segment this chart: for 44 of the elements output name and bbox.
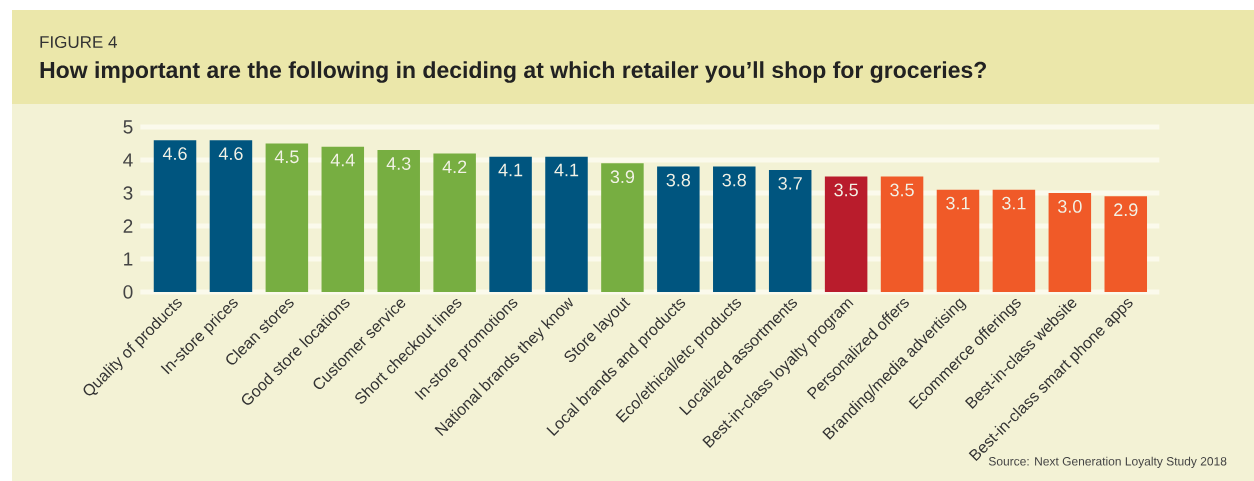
data-label: 3.5: [834, 183, 858, 197]
data-label: 4.6: [162, 147, 187, 161]
bar: [768, 169, 812, 292]
data-label: 4.3: [386, 157, 411, 170]
bar: [936, 189, 980, 292]
data-label: 3.0: [1058, 200, 1082, 213]
y-tick-label: 0: [123, 285, 133, 299]
bar: [321, 146, 365, 292]
data-label: 2.9: [1114, 203, 1138, 217]
bar: [880, 176, 924, 292]
y-tick-label: 5: [123, 120, 133, 134]
y-tick-label: 2: [123, 219, 133, 233]
bar: [824, 176, 868, 292]
data-label: 3.1: [1002, 196, 1026, 210]
bar: [1104, 196, 1148, 292]
bar: [153, 140, 197, 292]
data-label: 4.1: [554, 163, 579, 177]
data-label: 4.4: [330, 153, 355, 167]
data-label: 3.5: [890, 183, 914, 197]
bar: [489, 156, 532, 292]
chart-title: How important are the following in deciding at which retailer you’ll shop for groceries?: [40, 61, 986, 83]
bar: [209, 140, 253, 292]
bar: [545, 156, 588, 292]
y-tick-label: 4: [123, 153, 133, 167]
data-label: 4.2: [442, 160, 467, 174]
bar: [992, 189, 1036, 292]
data-label: 4.1: [498, 163, 523, 177]
y-tick-label: 1: [124, 252, 133, 266]
data-label: 3.8: [722, 173, 746, 187]
data-label: 3.1: [946, 196, 970, 210]
bar: [713, 166, 756, 292]
data-label: 4.6: [218, 147, 243, 161]
bar: [1048, 193, 1092, 292]
bar: [601, 163, 644, 292]
chart-subtitle: FIGURE 4: [40, 35, 117, 48]
bar: [265, 143, 309, 292]
data-label: 3.9: [610, 170, 635, 184]
data-label: 3.8: [666, 173, 691, 187]
data-label: 3.7: [778, 176, 802, 190]
data-label: 4.5: [274, 150, 299, 164]
y-tick-label: 3: [123, 186, 133, 200]
bar: [657, 166, 700, 292]
bar: [433, 153, 476, 292]
bar: [377, 150, 420, 292]
